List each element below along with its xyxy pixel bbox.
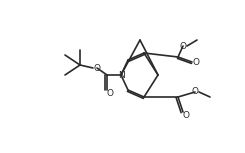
Text: O: O [183,110,189,119]
Text: O: O [193,58,199,67]
Text: O: O [180,41,186,50]
Text: O: O [192,88,198,97]
Text: O: O [94,63,100,73]
Text: O: O [107,88,113,97]
Text: N: N [118,71,124,80]
